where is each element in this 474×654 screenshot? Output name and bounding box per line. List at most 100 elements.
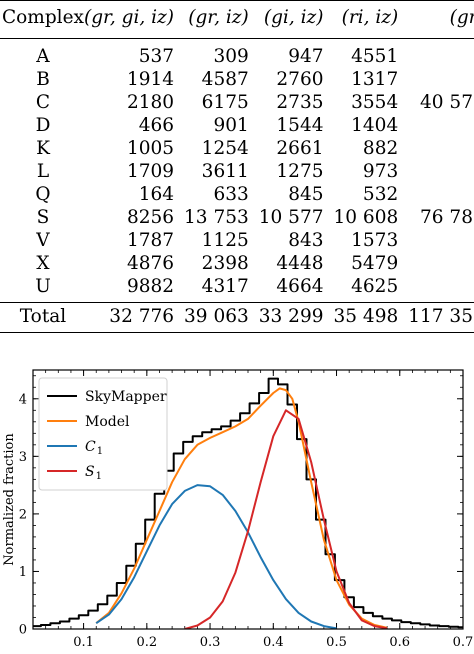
table-cell: 4625 (351, 276, 399, 297)
table-cell (408, 252, 474, 275)
table-cell: 5479 (351, 253, 399, 274)
chart-svg: 0.1 0.2 0.3 0.4 0.5 0.6 0.7 0 1 2 3 4 Normalized fra… (2, 369, 474, 650)
table-row: Q 164 633 845 532 (0, 183, 474, 206)
table-cell (408, 275, 474, 303)
total-value: 32 776 (83, 302, 185, 333)
table-cell: 164 (138, 184, 175, 205)
complex-name: A (36, 46, 50, 67)
table-cell: 309 (213, 46, 249, 67)
table-cell: 2180 (126, 92, 175, 113)
table-cell: 6175 (201, 92, 249, 113)
table-row: V 1787 1125 843 1573 (0, 229, 474, 252)
series-line-skymapper (33, 377, 463, 629)
table-cell: 882 (362, 138, 399, 159)
table-cell: 843 (288, 230, 324, 251)
table-cell: 1125 (201, 230, 249, 251)
table-cell: 1573 (351, 230, 399, 251)
table-cell: 76 783 (420, 207, 474, 228)
legend-label: Model (85, 414, 130, 430)
y-tick-label: 1 (19, 565, 27, 580)
y-tick-label: 0 (19, 623, 27, 638)
table-row: U 9882 4317 4664 4625 (0, 275, 474, 303)
table-cell: 947 (288, 46, 324, 67)
legend-box (38, 377, 168, 491)
table-row: A 537 309 947 4551 (0, 39, 474, 69)
complex-name: X (36, 253, 50, 274)
table-row: L 1709 3611 1275 973 (0, 160, 474, 183)
legend-label: S1 (85, 464, 102, 482)
table-cell: 4448 (276, 253, 324, 274)
table-cell: 1317 (351, 69, 399, 90)
table-cell: 1787 (126, 230, 175, 251)
table-row: B 1914 4587 2760 1317 (0, 68, 474, 91)
table-cell: 3554 (351, 92, 399, 113)
table-cell: 466 (138, 115, 175, 136)
complex-count-table: Complex (gr, gi, iz) (gr, iz) (gi, iz) (… (0, 0, 474, 333)
table-cell (408, 68, 474, 91)
table-total-row: Total 32 776 39 063 33 299 35 498 117 35… (0, 302, 474, 333)
table-cell: 10 608 (333, 207, 399, 228)
legend-label: C1 (85, 439, 103, 457)
table-cell: 13 753 (184, 207, 249, 228)
table-cell: 4587 (201, 69, 249, 90)
table-row: D 466 901 1544 1404 (0, 114, 474, 137)
table-cell (408, 39, 474, 69)
table-cell: 845 (288, 184, 324, 205)
y-axis-label: Normalized fraction (2, 433, 17, 566)
header-complex: Complex (0, 0, 84, 39)
table-row: C 2180 6175 2735 3554 40 573 (0, 91, 474, 114)
table-cell: 3611 (201, 161, 249, 182)
complex-name: K (36, 138, 50, 159)
x-tick-label: 0.5 (326, 635, 347, 650)
legend-label: SkyMapper (85, 389, 167, 405)
y-tick-label: 3 (19, 450, 27, 465)
table-cell: 537 (138, 46, 175, 67)
table-cell: 2661 (276, 138, 324, 159)
series-line-model (95, 387, 388, 629)
complex-name: B (36, 69, 50, 90)
table-cell: 1914 (126, 69, 175, 90)
complex-name: V (36, 230, 50, 251)
table-cell (408, 160, 474, 183)
table-cell: 8256 (126, 207, 175, 228)
x-tick-label: 0.3 (200, 635, 221, 650)
header-gr: (gr) (408, 0, 474, 39)
x-tick-label: 0.2 (136, 635, 157, 650)
table-cell (408, 114, 474, 137)
table-row: S 8256 13 753 10 577 10 608 76 783 (0, 206, 474, 229)
table-cell: 633 (213, 184, 249, 205)
x-tick-label: 0.7 (453, 635, 474, 650)
y-tick-label: 2 (19, 507, 27, 522)
complex-name: U (35, 276, 51, 297)
complex-name: L (36, 161, 50, 182)
table-cell: 2735 (276, 92, 324, 113)
table-cell: 1275 (276, 161, 324, 182)
table-cell: 4876 (126, 253, 175, 274)
series-line-c-1 (95, 484, 337, 629)
header-ri-iz: (ri, iz) (333, 0, 409, 39)
table-cell: 40 573 (420, 92, 474, 113)
total-value: 117 356 (408, 302, 474, 333)
table-cell (408, 229, 474, 252)
table-cell: 1005 (126, 138, 175, 159)
header-gr-gi-iz: (gr, gi, iz) (83, 0, 185, 39)
complex-name: D (35, 115, 51, 136)
table-cell (408, 183, 474, 206)
table-cell: 1709 (126, 161, 175, 182)
table-cell: 901 (213, 115, 249, 136)
y-tick-label: 4 (19, 392, 27, 407)
table-cell (408, 137, 474, 160)
x-tick-label: 0.4 (263, 635, 284, 650)
table-cell: 532 (362, 184, 399, 205)
table-cell: 2760 (276, 69, 324, 90)
complex-name: Q (35, 184, 51, 205)
total-value: 39 063 (184, 302, 259, 333)
table-body: A 537 309 947 4551 B 1914 4587 2760 1317 C 2180 6175… (0, 39, 474, 303)
table-cell: 2398 (201, 253, 249, 274)
x-tick-label: 0.6 (389, 635, 410, 650)
x-tick-label: 0.1 (73, 635, 94, 650)
table-cell: 1404 (351, 115, 399, 136)
table-cell: 4664 (276, 276, 324, 297)
data-table: Complex (gr, gi, iz) (gr, iz) (gi, iz) (… (0, 0, 474, 333)
total-value: 35 498 (333, 302, 409, 333)
